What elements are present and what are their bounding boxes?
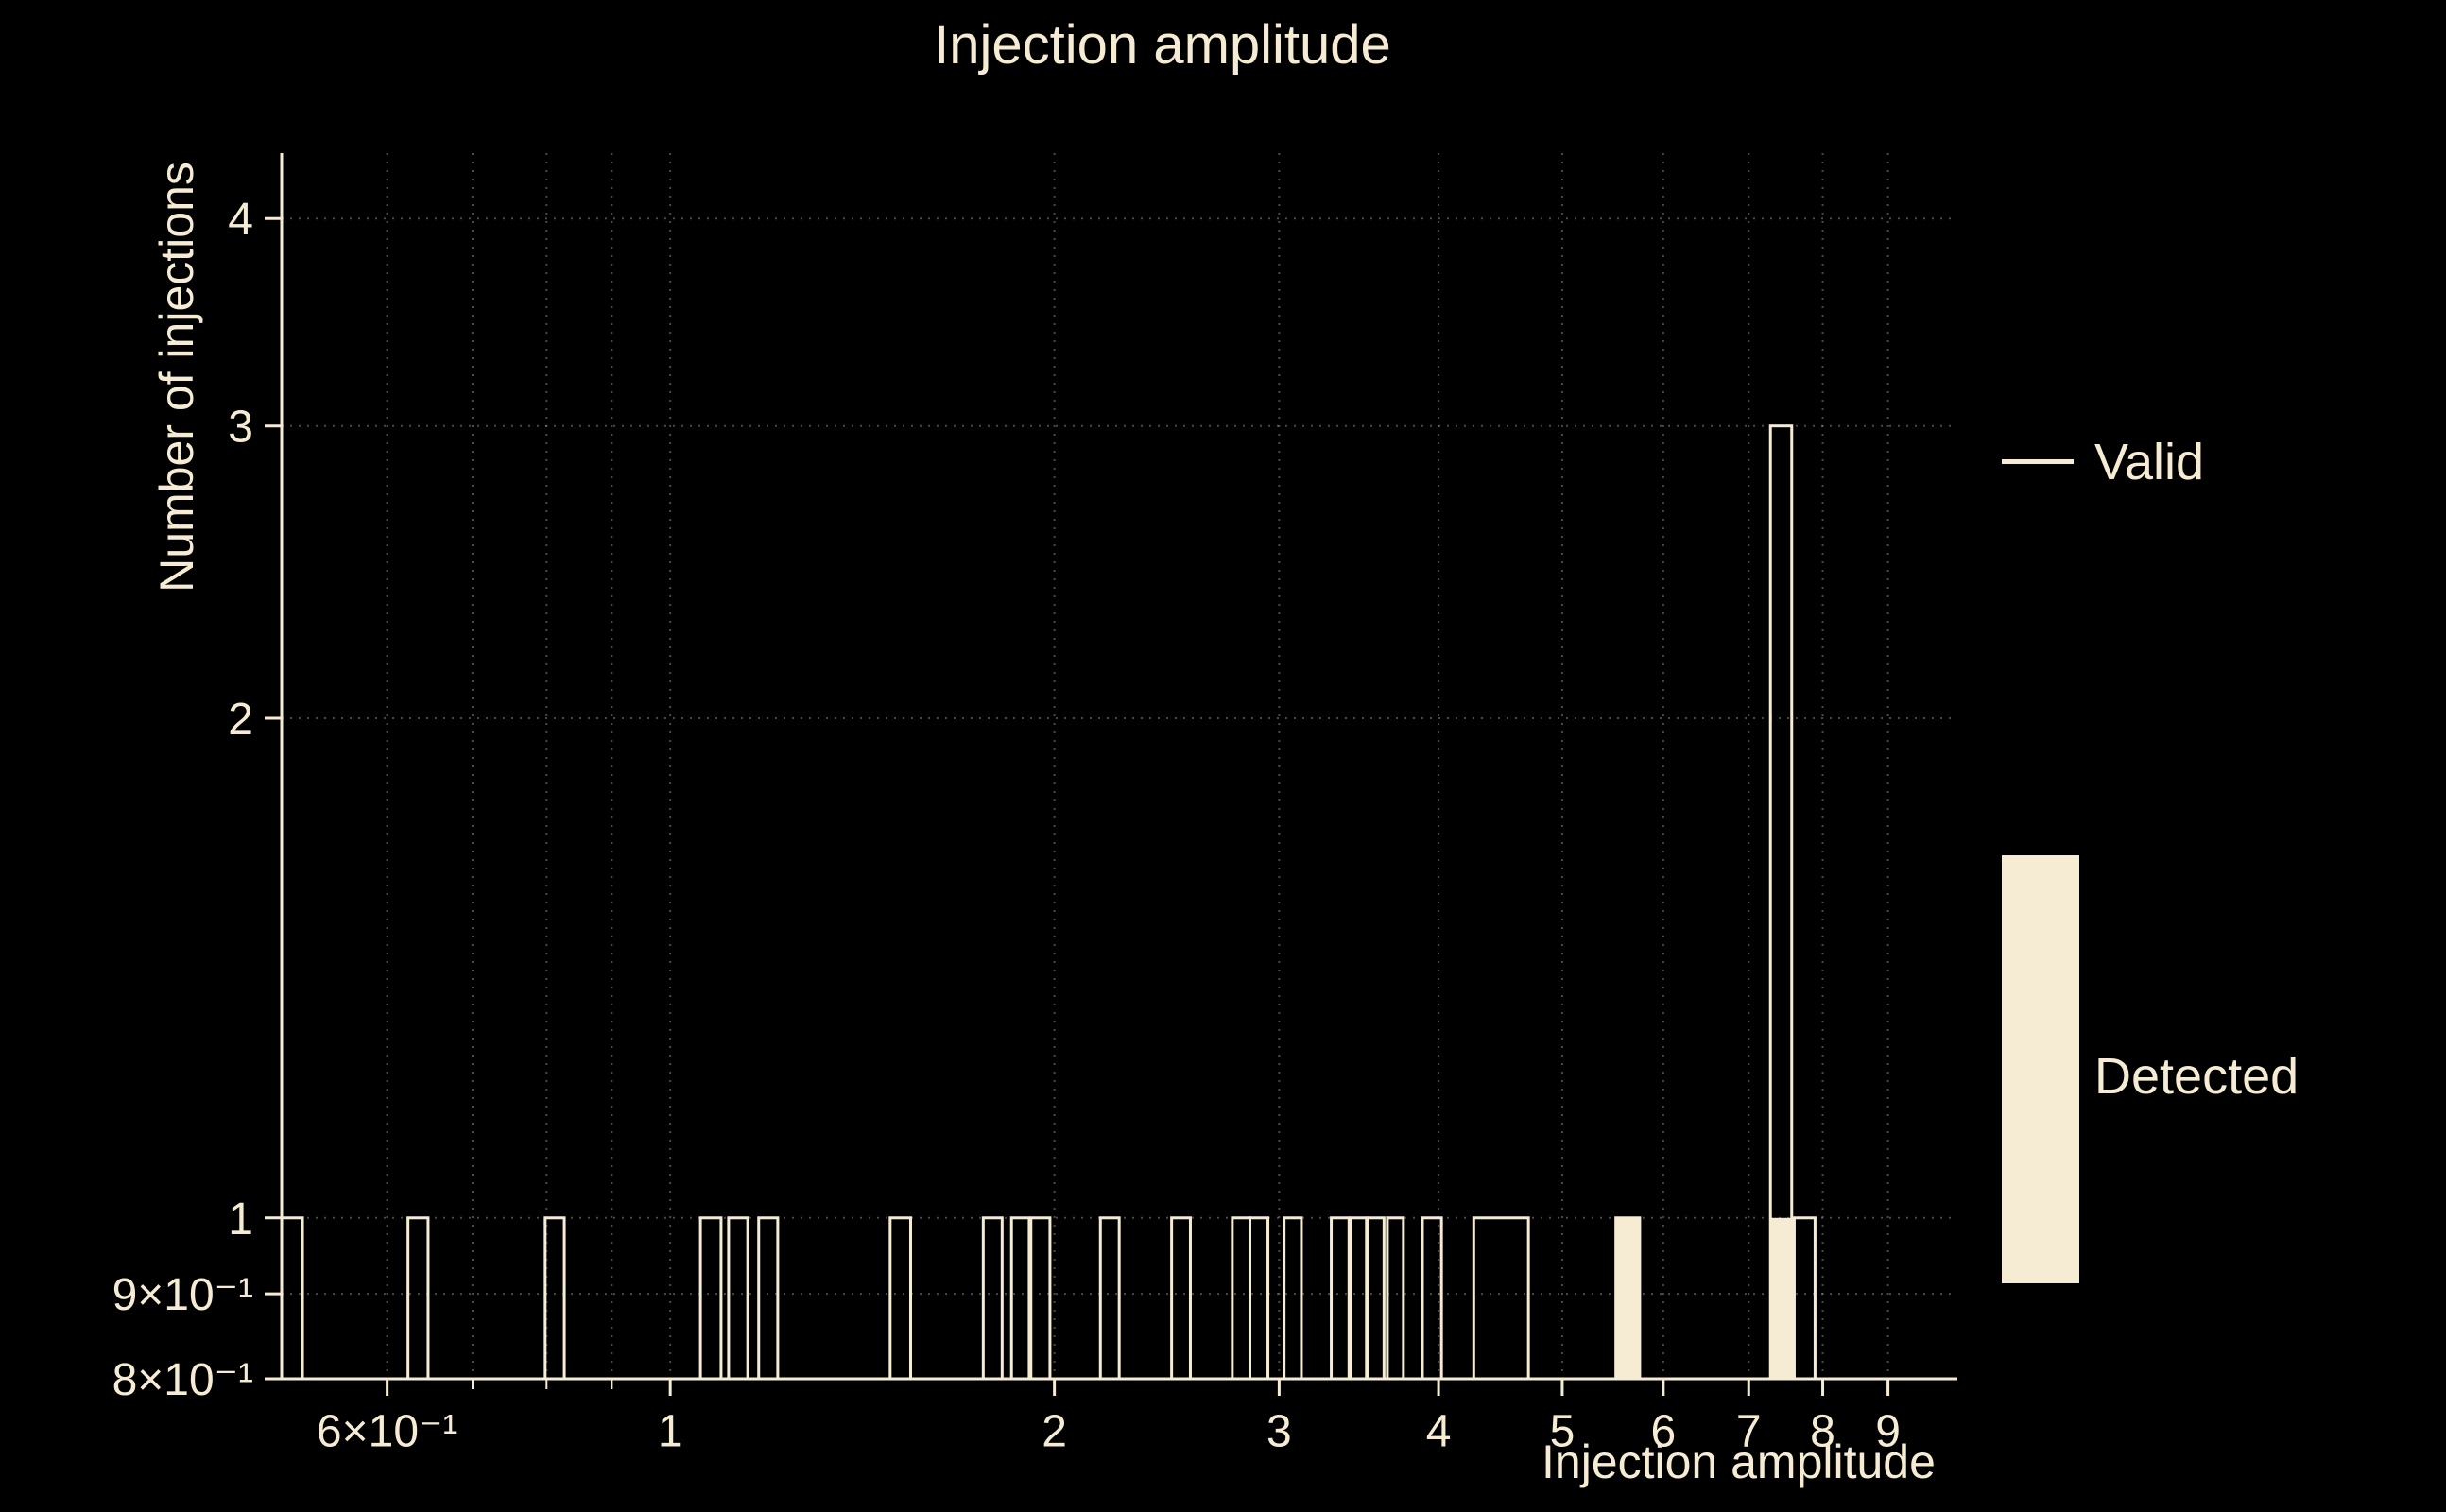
x-tick-label: 2 xyxy=(1042,1407,1067,1457)
valid-bar xyxy=(1283,1216,1303,1381)
valid-bar xyxy=(888,1216,913,1381)
legend-detected-label: Detected xyxy=(2094,1048,2300,1105)
x-tick-label: 3 xyxy=(1266,1407,1292,1457)
y-tick-label: 9×10⁻¹ xyxy=(112,1270,253,1320)
valid-bar xyxy=(698,1216,723,1381)
legend-detected-swatch xyxy=(2002,855,2079,1283)
y-tick-label: 4 xyxy=(228,195,253,245)
valid-bar xyxy=(727,1216,749,1381)
x-tick-label: 6×10⁻¹ xyxy=(317,1407,457,1457)
x-tick-label: 7 xyxy=(1736,1407,1762,1457)
valid-bar xyxy=(406,1216,430,1381)
valid-bar xyxy=(1098,1216,1121,1381)
x-tick-label: 9 xyxy=(1875,1407,1901,1457)
x-tick-label: 6 xyxy=(1650,1407,1676,1457)
y-tick-label: 1 xyxy=(228,1194,253,1245)
valid-bar xyxy=(1472,1216,1530,1381)
detected-bar xyxy=(1615,1217,1640,1379)
x-tick-label: 4 xyxy=(1426,1407,1452,1457)
valid-bar xyxy=(280,1216,304,1381)
valid-bar xyxy=(1170,1216,1192,1381)
valid-bar xyxy=(1009,1216,1031,1381)
y-tick-label: 2 xyxy=(228,695,253,745)
valid-bar xyxy=(1792,1216,1817,1381)
y-tick-label: 3 xyxy=(228,403,253,453)
y-tick-label: 8×10⁻¹ xyxy=(112,1355,253,1405)
valid-bar xyxy=(1349,1216,1369,1381)
valid-bar xyxy=(1386,1216,1405,1381)
valid-bar xyxy=(1231,1216,1251,1381)
x-tick-label: 1 xyxy=(658,1407,683,1457)
valid-bar xyxy=(1330,1216,1351,1381)
valid-bar xyxy=(757,1216,780,1381)
valid-bar xyxy=(1029,1216,1052,1381)
chart-title: Injection amplitude xyxy=(934,14,1391,76)
valid-bar xyxy=(543,1216,566,1381)
legend-valid-label: Valid xyxy=(2094,434,2205,490)
legend-valid-line-swatch xyxy=(2002,459,2074,464)
x-axis-label: Injection amplitude xyxy=(1542,1435,1936,1488)
x-tick-label: 8 xyxy=(1810,1407,1835,1457)
x-tick-label: 5 xyxy=(1550,1407,1576,1457)
valid-bar xyxy=(1366,1216,1386,1381)
detected-bar xyxy=(1770,1217,1792,1379)
valid-bar xyxy=(1248,1216,1270,1381)
valid-bar xyxy=(981,1216,1004,1381)
